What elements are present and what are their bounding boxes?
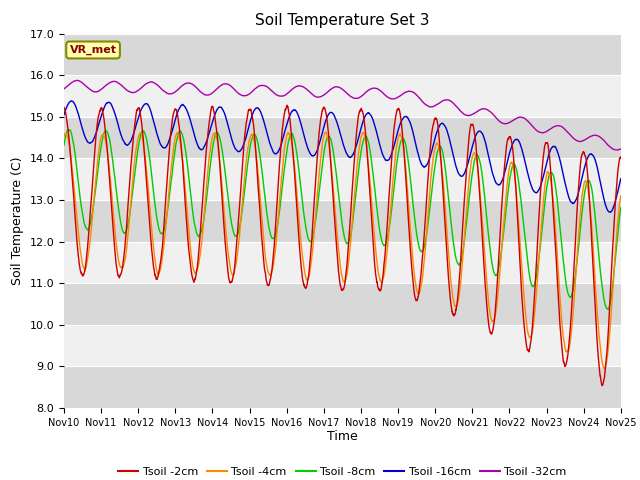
Tsoil -4cm bbox=[564, 348, 572, 353]
Tsoil -32cm bbox=[397, 93, 404, 98]
Tsoil -16cm bbox=[617, 176, 625, 182]
Tsoil -4cm bbox=[617, 193, 625, 199]
Tsoil -2cm bbox=[216, 157, 223, 163]
Tsoil -32cm bbox=[216, 84, 223, 89]
Tsoil -4cm bbox=[397, 133, 404, 139]
Tsoil -4cm bbox=[617, 194, 625, 200]
Tsoil -32cm bbox=[60, 86, 68, 92]
Tsoil -16cm bbox=[617, 176, 625, 181]
Line: Tsoil -8cm: Tsoil -8cm bbox=[64, 130, 621, 309]
Tsoil -2cm bbox=[60, 105, 68, 110]
Tsoil -16cm bbox=[68, 98, 76, 104]
Tsoil -8cm bbox=[60, 142, 68, 148]
X-axis label: Time: Time bbox=[327, 431, 358, 444]
Tsoil -8cm bbox=[216, 134, 223, 140]
Tsoil -2cm bbox=[564, 350, 572, 356]
Tsoil -4cm bbox=[322, 129, 330, 135]
Tsoil -16cm bbox=[216, 105, 223, 110]
Bar bbox=[64, 366, 621, 408]
Tsoil -4cm bbox=[60, 134, 68, 140]
Tsoil -16cm bbox=[60, 112, 68, 118]
Bar bbox=[64, 34, 621, 75]
Tsoil -8cm bbox=[180, 136, 188, 142]
Tsoil -8cm bbox=[617, 206, 625, 212]
Tsoil -8cm bbox=[617, 204, 625, 210]
Tsoil -32cm bbox=[406, 88, 414, 94]
Line: Tsoil -2cm: Tsoil -2cm bbox=[64, 105, 621, 385]
Tsoil -16cm bbox=[406, 121, 414, 127]
Line: Tsoil -4cm: Tsoil -4cm bbox=[64, 132, 621, 370]
Title: Soil Temperature Set 3: Soil Temperature Set 3 bbox=[255, 13, 429, 28]
Tsoil -32cm bbox=[74, 77, 81, 83]
Tsoil -2cm bbox=[284, 102, 291, 108]
Tsoil -4cm bbox=[601, 367, 609, 372]
Y-axis label: Soil Temperature (C): Soil Temperature (C) bbox=[11, 156, 24, 285]
Tsoil -8cm bbox=[65, 127, 72, 132]
Tsoil -16cm bbox=[180, 102, 188, 108]
Tsoil -16cm bbox=[564, 192, 572, 197]
Tsoil -32cm bbox=[617, 146, 625, 152]
Tsoil -32cm bbox=[180, 82, 188, 88]
Tsoil -2cm bbox=[598, 383, 606, 388]
Tsoil -2cm bbox=[397, 116, 404, 122]
Tsoil -16cm bbox=[397, 120, 404, 125]
Line: Tsoil -32cm: Tsoil -32cm bbox=[64, 80, 621, 150]
Line: Tsoil -16cm: Tsoil -16cm bbox=[64, 101, 621, 212]
Bar bbox=[64, 200, 621, 241]
Text: VR_met: VR_met bbox=[70, 45, 116, 55]
Tsoil -8cm bbox=[397, 138, 404, 144]
Tsoil -2cm bbox=[617, 154, 625, 160]
Tsoil -8cm bbox=[406, 178, 414, 183]
Tsoil -4cm bbox=[216, 156, 223, 161]
Bar bbox=[64, 117, 621, 158]
Tsoil -8cm bbox=[604, 306, 612, 312]
Tsoil -16cm bbox=[606, 209, 614, 215]
Tsoil -32cm bbox=[617, 146, 625, 152]
Tsoil -4cm bbox=[179, 164, 187, 170]
Tsoil -8cm bbox=[564, 291, 572, 297]
Tsoil -32cm bbox=[564, 130, 572, 135]
Tsoil -4cm bbox=[406, 228, 414, 234]
Tsoil -32cm bbox=[612, 147, 620, 153]
Tsoil -2cm bbox=[617, 154, 625, 160]
Bar bbox=[64, 283, 621, 325]
Tsoil -2cm bbox=[406, 250, 414, 255]
Legend: Tsoil -2cm, Tsoil -4cm, Tsoil -8cm, Tsoil -16cm, Tsoil -32cm: Tsoil -2cm, Tsoil -4cm, Tsoil -8cm, Tsoi… bbox=[114, 462, 571, 480]
Tsoil -2cm bbox=[179, 170, 187, 176]
